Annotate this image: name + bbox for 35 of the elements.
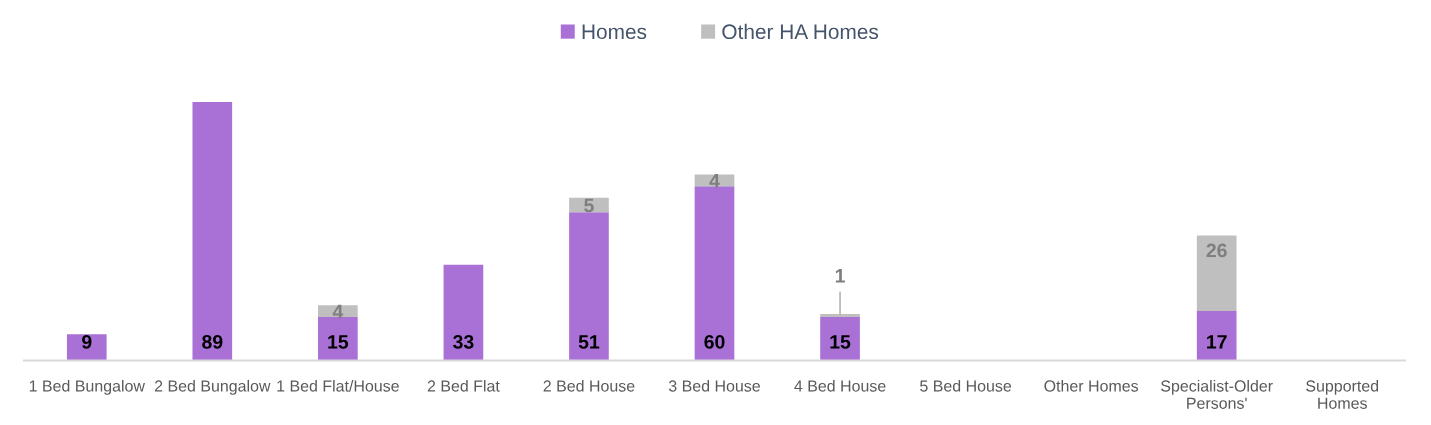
data-label: 15 (830, 335, 851, 349)
data-label: 33 (453, 334, 474, 349)
bar (318, 305, 358, 317)
legend-label: Homes (582, 24, 647, 40)
x-tick-label: 2 Bed House (543, 379, 635, 392)
data-label: 5 (584, 198, 594, 213)
x-tick-label: 3 Bed House (668, 379, 760, 392)
data-label: 17 (1207, 335, 1227, 349)
x-tick-label: 2 Bed Bungalow (154, 379, 271, 395)
x-tick-label: Supported Homes (1306, 379, 1379, 409)
data-label: 26 (1206, 243, 1227, 258)
legend-label: Other HA Homes (722, 23, 879, 40)
data-label: 89 (202, 334, 223, 349)
bar (1196, 235, 1237, 312)
x-tick-label: 5 Bed House (920, 379, 1012, 392)
bar (820, 316, 860, 361)
bar (443, 264, 484, 361)
data-label: 9 (82, 334, 92, 349)
x-tick-label: 4 Bed House (794, 379, 886, 392)
data-label: 1 (835, 269, 845, 283)
data-label: 4 (332, 304, 344, 319)
x-tick-label: Specialist-Older Persons' (1161, 379, 1273, 409)
x-tick-label: 1 Bed Flat/House (277, 379, 399, 392)
bar (694, 186, 735, 361)
data-label: 60 (704, 334, 725, 349)
data-label: 4 (709, 174, 720, 188)
x-tick-label: 2 Bed Flat (427, 379, 500, 392)
bar (569, 212, 609, 361)
bar (820, 314, 860, 317)
x-tick-label: 1 Bed Bungalow (29, 379, 145, 395)
x-tick-label: Other Homes (1044, 379, 1139, 392)
data-label: 15 (328, 335, 349, 349)
bar (192, 101, 233, 361)
data-label: 51 (578, 335, 600, 349)
bar (1196, 311, 1237, 361)
